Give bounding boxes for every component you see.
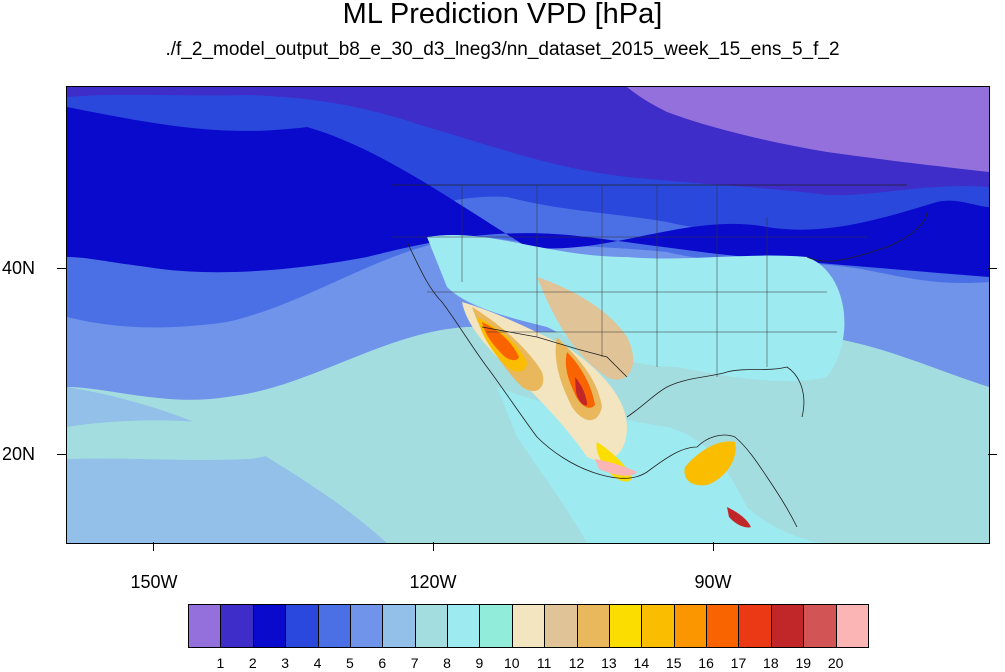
colorbar [188, 604, 869, 648]
colorbar-cell [188, 604, 222, 648]
colorbar-label: 11 [536, 655, 552, 671]
map-subtitle: ./f_2_model_output_b8_e_30_d3_lneg3/nn_d… [165, 39, 840, 60]
colorbar-label: 7 [410, 655, 419, 671]
us-border [392, 184, 907, 378]
lat-tick-mark-20n-left [57, 454, 66, 455]
colorbar-label: 3 [281, 655, 290, 671]
field-level-17 [482, 322, 519, 361]
colorbar-cell [252, 604, 287, 648]
colorbar-cell [641, 604, 675, 648]
colorbar-label: 4 [313, 655, 322, 671]
lon-tick-mark-150w [153, 542, 154, 551]
colorbar-label: 15 [665, 655, 682, 671]
field-level-3 [67, 107, 989, 277]
colorbar-cell [479, 604, 513, 648]
lon-tick-label-120w: 120W [409, 572, 457, 592]
colorbar-cell [285, 604, 319, 648]
lat-tick-mark-20n-right [988, 454, 997, 455]
field-level-8-pacific [67, 420, 278, 460]
field-level-18-ca [727, 507, 751, 528]
field-level-17-mx [565, 352, 595, 408]
colorbar-cell [220, 604, 254, 648]
lon-tick-mark-90w [713, 542, 714, 551]
colorbar-label: 17 [730, 655, 747, 671]
vpd-field [67, 87, 989, 543]
map-area [66, 86, 990, 544]
colorbar-cell [317, 604, 351, 648]
field-level-15-yucatan [684, 441, 736, 486]
lon-tick-mark-120w [433, 542, 434, 551]
colorbar-label: 16 [698, 655, 714, 671]
coastline [406, 211, 928, 528]
state-lines [392, 185, 867, 377]
colorbar-label: 18 [763, 655, 779, 671]
colorbar-label: 12 [568, 655, 585, 671]
lon-tick-label-90w: 90W [694, 572, 732, 592]
colorbar-label: 5 [345, 655, 354, 671]
colorbar-cell [349, 604, 384, 648]
colorbar-cell [706, 604, 740, 648]
field-level-12 [537, 277, 634, 380]
colorbar-cell [447, 604, 481, 648]
colorbar-label: 2 [248, 655, 257, 671]
colorbar-cell [835, 604, 869, 648]
colorbar-cell [544, 604, 578, 648]
field-level-20-south [595, 459, 637, 476]
colorbar-label: 10 [504, 655, 520, 671]
colorbar-cell [382, 604, 416, 648]
colorbar-cell [608, 604, 643, 648]
field-level-1 [627, 87, 989, 172]
field-level-9-us [427, 234, 845, 382]
colorbar-label: 20 [827, 655, 844, 671]
colorbar-cell [770, 604, 805, 648]
colorbar-cell [576, 604, 610, 648]
colorbar-label: 13 [601, 655, 617, 671]
colorbar-label: 6 [378, 655, 387, 671]
lat-tick-mark-40n-right [988, 268, 997, 269]
map-title: ML Prediction VPD [hPa] [342, 0, 663, 30]
lat-tick-label-40n: 40N [2, 258, 36, 278]
lat-tick-label-20n: 20N [2, 444, 36, 464]
colorbar-cell [738, 604, 772, 648]
colorbar-cell [673, 604, 708, 648]
colorbar-label: 8 [443, 655, 451, 671]
colorbar-cell [414, 604, 449, 648]
field-level-18-mx [575, 377, 587, 406]
lon-tick-label-150w: 150W [130, 572, 178, 592]
colorbar-label: 9 [475, 655, 484, 671]
colorbar-label: 19 [795, 655, 812, 671]
lat-tick-mark-40n-left [57, 268, 66, 269]
colorbar-cell [511, 604, 546, 648]
colorbar-label: 1 [216, 655, 225, 671]
colorbar-cell [803, 604, 837, 648]
colorbar-label: 14 [633, 655, 650, 671]
